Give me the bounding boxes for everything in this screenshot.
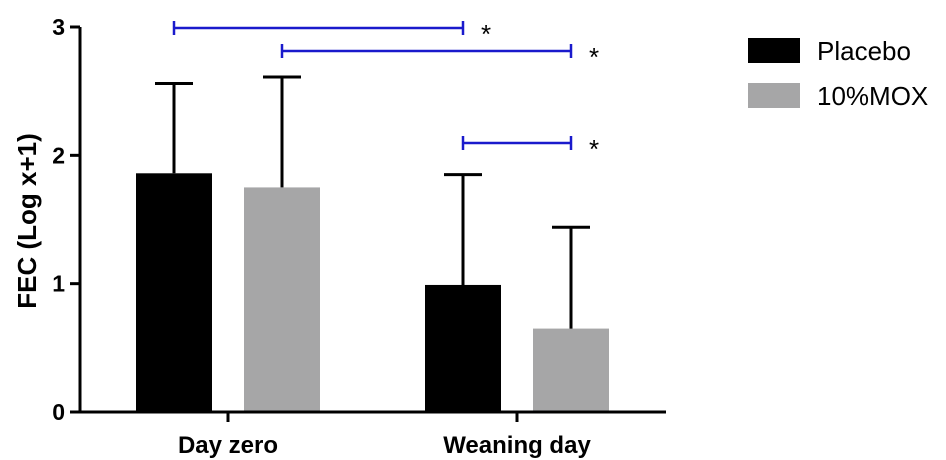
- legend-label: Placebo: [817, 36, 911, 66]
- legend-swatch: [748, 38, 800, 63]
- significance-star: *: [589, 42, 599, 72]
- y-tick-label: 2: [52, 142, 65, 168]
- significance-layer: * * *: [172, 19, 599, 164]
- axes-layer: 0 1 2 3 Day zero Weaning day: [52, 14, 666, 459]
- significance-star: *: [589, 134, 599, 164]
- legend: Placebo 10%MOX: [748, 36, 928, 111]
- y-tick-label: 1: [52, 271, 65, 297]
- y-axis-title: FEC (Log x+1): [12, 133, 42, 309]
- legend-swatch: [748, 83, 800, 108]
- y-tick-label: 0: [52, 399, 65, 425]
- bar-10-mox-weaning-day: [533, 328, 609, 412]
- bars-layer: [136, 173, 609, 412]
- x-tick-label: Weaning day: [443, 432, 591, 459]
- y-tick-label: 3: [52, 14, 65, 40]
- x-tick-label: Day zero: [178, 432, 278, 459]
- significance-star: *: [481, 19, 491, 49]
- legend-label: 10%MOX: [817, 81, 928, 111]
- error-bars-layer: [155, 75, 590, 329]
- bar-placebo-weaning-day: [425, 284, 501, 412]
- bar-placebo-day-zero: [136, 173, 212, 412]
- bar-10-mox-day-zero: [244, 187, 320, 412]
